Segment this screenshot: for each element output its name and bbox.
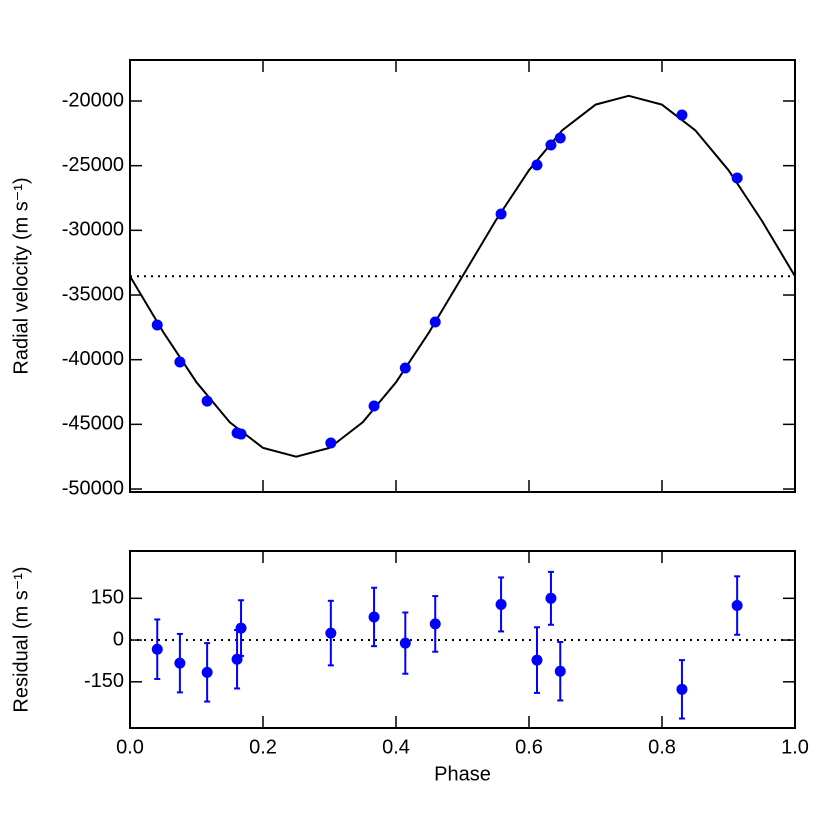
data-point — [174, 356, 186, 368]
x-tick-label: 0.6 — [515, 736, 543, 758]
data-point — [235, 622, 247, 634]
x-tick-label: 0.0 — [116, 736, 144, 758]
data-point — [201, 666, 213, 678]
data-point — [399, 362, 411, 374]
data-point — [235, 428, 247, 440]
data-point — [429, 316, 441, 328]
data-point — [201, 395, 213, 407]
data-point — [545, 139, 557, 151]
data-point — [531, 159, 543, 171]
data-point — [676, 683, 688, 695]
data-point — [368, 400, 380, 412]
data-point — [554, 665, 566, 677]
y-tick-label: -25000 — [62, 154, 124, 176]
data-point — [151, 643, 163, 655]
data-point — [531, 654, 543, 666]
y-tick-label: -150 — [84, 670, 124, 692]
data-point — [325, 627, 337, 639]
data-point — [368, 611, 380, 623]
x-tick-label: 0.4 — [382, 736, 410, 758]
data-point — [554, 132, 566, 144]
data-point — [151, 319, 163, 331]
x-tick-label: 0.8 — [648, 736, 676, 758]
data-point — [325, 437, 337, 449]
y-tick-label: -20000 — [62, 89, 124, 111]
y-tick-label: -45000 — [62, 413, 124, 435]
data-point — [399, 637, 411, 649]
y-axis-label: Residual (m s⁻¹) — [10, 566, 32, 712]
data-point — [676, 109, 688, 121]
y-tick-label: -35000 — [62, 283, 124, 305]
data-point — [429, 618, 441, 630]
y-tick-label: -50000 — [62, 477, 124, 499]
data-point — [731, 600, 743, 612]
x-axis-label: Phase — [434, 763, 491, 785]
y-axis-label: Radial velocity (m s⁻¹) — [10, 177, 32, 374]
x-tick-label: 1.0 — [781, 736, 809, 758]
y-tick-label: -40000 — [62, 348, 124, 370]
data-point — [545, 592, 557, 604]
y-tick-label: 0 — [113, 628, 124, 650]
x-tick-label: 0.2 — [249, 736, 277, 758]
data-point — [174, 657, 186, 669]
data-point — [495, 208, 507, 220]
y-tick-label: -30000 — [62, 219, 124, 241]
y-tick-label: 150 — [91, 587, 124, 609]
data-point — [731, 172, 743, 184]
data-point — [495, 598, 507, 610]
